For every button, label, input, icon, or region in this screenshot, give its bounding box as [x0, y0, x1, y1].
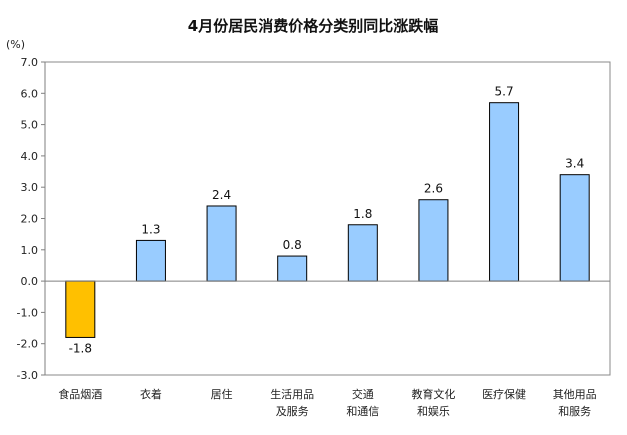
bar [418, 199, 449, 282]
category-label: 及服务 [276, 405, 309, 418]
bar [347, 224, 378, 282]
category-label: 交通 [352, 387, 374, 401]
y-tick-label: 2.0 [21, 213, 39, 226]
bar-value-label: 2.6 [424, 182, 443, 196]
y-tick-label: 5.0 [21, 119, 39, 132]
plot-area-frame [44, 61, 611, 376]
bar [277, 255, 308, 282]
y-axis-unit-label: (%) [6, 38, 25, 51]
category-label: 医疗保健 [482, 387, 526, 401]
bar-value-label: 2.4 [212, 188, 231, 202]
y-tick-label: -3.0 [17, 369, 38, 382]
bars-group [65, 102, 590, 338]
category-label: 食品烟酒 [58, 387, 102, 401]
category-label: 教育文化 [411, 387, 455, 401]
bar [489, 102, 520, 282]
category-label: 衣着 [140, 387, 162, 401]
bar [206, 205, 237, 282]
y-tick-label: -1.0 [17, 306, 38, 319]
bar-value-label: 0.8 [283, 238, 302, 252]
category-label: 其他用品 [553, 388, 597, 401]
y-tick-label: 3.0 [21, 181, 39, 194]
y-axis-ticks: 7.0 6.0 5.0 4.0 3.0 2.0 1.0 0.0 -1.0 -2.0 -3.0 [17, 56, 45, 382]
y-tick-label: 6.0 [21, 87, 39, 100]
y-tick-label: 0.0 [21, 275, 39, 288]
category-label: 生活用品 [270, 387, 314, 401]
value-labels-group: -1.8 1.3 2.4 0.8 1.8 2.6 5.7 3.4 [69, 85, 585, 356]
bar-value-label: 5.7 [495, 85, 514, 99]
bar-value-label: -1.8 [69, 341, 92, 355]
bar-value-label: 3.4 [565, 157, 584, 171]
category-label: 居住 [211, 387, 233, 401]
bar-value-label: 1.3 [141, 222, 160, 236]
category-label: 和通信 [346, 405, 379, 418]
bar [135, 239, 166, 282]
bar-value-label: 1.8 [353, 207, 372, 221]
bar [559, 174, 590, 282]
category-label: 和娱乐 [417, 404, 450, 418]
category-label: 和服务 [558, 405, 591, 418]
y-tick-label: 7.0 [21, 56, 39, 69]
chart-title: 4月份居民消费价格分类别同比涨跌幅 [188, 17, 438, 35]
y-tick-label: 1.0 [21, 244, 39, 257]
y-tick-label: 4.0 [21, 150, 39, 163]
y-tick-label: -2.0 [17, 338, 38, 351]
bar [65, 280, 96, 338]
